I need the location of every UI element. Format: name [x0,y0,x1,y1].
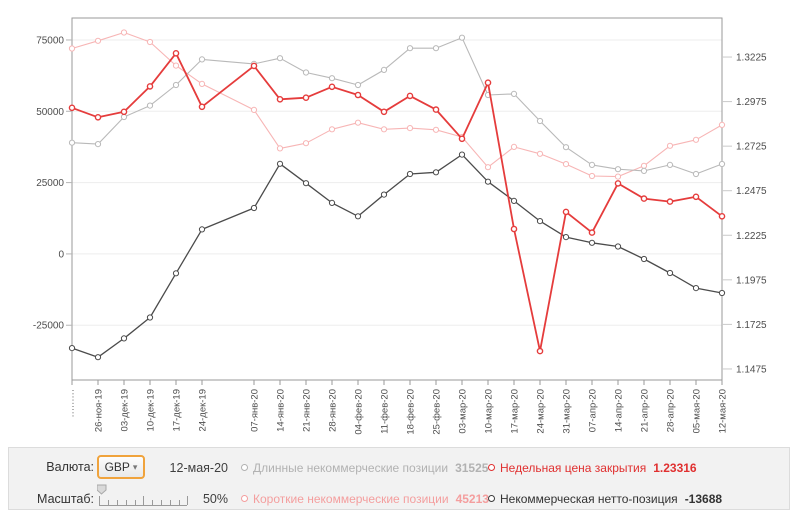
currency-select[interactable]: GBP ▾ [97,455,145,479]
legend-value: 1.23316 [653,461,697,475]
svg-text:1.1725: 1.1725 [736,320,767,331]
svg-text:24-дек-19: 24-дек-19 [198,389,209,431]
svg-text:21-апр-20: 21-апр-20 [640,389,651,432]
svg-text:14-апр-20: 14-апр-20 [614,389,625,432]
svg-text:21-янв-20: 21-янв-20 [302,389,313,432]
svg-text:12-мая-20: 12-мая-20 [718,389,729,433]
svg-text:50000: 50000 [36,107,64,118]
svg-text:75000: 75000 [36,35,64,46]
svg-text:1.2225: 1.2225 [736,231,767,242]
chevron-down-icon: ▾ [132,461,138,472]
svg-text:07-янв-20: 07-янв-20 [250,389,261,432]
svg-text:17-мар-20: 17-мар-20 [510,389,521,434]
legend-value: 45213 [455,492,489,506]
svg-text:31-мар-20: 31-мар-20 [562,389,573,434]
svg-text:11-фев-20: 11-фев-20 [380,389,391,434]
svg-text:0: 0 [58,249,64,260]
series-marker-icon [241,464,248,471]
series-marker-icon [488,495,495,502]
svg-text:1.2975: 1.2975 [736,97,767,108]
scale-slider[interactable] [96,483,189,509]
series-marker-icon [241,495,248,502]
currency-value: GBP [104,460,130,474]
slider-thumb-icon [96,484,107,495]
svg-text:14-янв-20: 14-янв-20 [276,389,287,432]
svg-text:25-фев-20: 25-фев-20 [432,389,443,435]
svg-text:·········: ········· [68,389,79,417]
scale-value: 50% [202,492,228,506]
svg-text:18-фев-20: 18-фев-20 [406,389,417,435]
svg-text:26-ноя-19: 26-ноя-19 [94,389,105,432]
svg-text:28-апр-20: 28-апр-20 [666,389,677,432]
legend-label: Некоммерческая нетто-позиция [500,492,678,506]
svg-text:25000: 25000 [36,178,64,189]
svg-text:24-мар-20: 24-мар-20 [536,389,547,434]
chart-svg: 75000 50000 25000 0 -25000 1.3225 1.2975 1.2725… [33,17,767,435]
svg-text:17-дек-19: 17-дек-19 [172,389,183,431]
slider-ruler [96,484,188,506]
svg-text:1.2725: 1.2725 [736,142,767,153]
report-date: 12-мая-20 [169,461,228,475]
svg-text:28-янв-20: 28-янв-20 [328,389,339,432]
legend-value: -13688 [684,492,723,506]
legend-item-weekly-close: Недельная цена закрытия 1.23316 [488,461,697,475]
svg-text:1.1975: 1.1975 [736,275,767,286]
svg-text:1.3225: 1.3225 [736,53,767,64]
legend-label: Недельная цена закрытия [500,461,647,475]
svg-text:10-мар-20: 10-мар-20 [484,389,495,434]
currency-label: Валюта: [46,460,94,474]
legend-label: Короткие некоммерческие позиции [253,492,449,506]
svg-text:04-фев-20: 04-фев-20 [354,389,365,435]
legend-value: 31525 [455,461,489,475]
scale-label: Масштаб: [37,492,94,506]
series-marker-icon [488,464,495,471]
controls-panel: Валюта: GBP ▾ 12-мая-20 Длинные некоммер… [8,447,790,510]
svg-text:07-апр-20: 07-апр-20 [588,389,599,432]
legend-item-long-positions: Длинные некоммерческие позиции 31525 [241,461,488,475]
legend-label: Длинные некоммерческие позиции [253,461,449,475]
legend-item-short-positions: Короткие некоммерческие позиции 45213 [241,492,489,506]
svg-text:03-дек-19: 03-дек-19 [120,389,131,431]
cot-chart: 75000 50000 25000 0 -25000 1.3225 1.2975 1.2725… [33,17,767,435]
svg-text:1.1475: 1.1475 [736,364,767,375]
svg-text:03-мар-20: 03-мар-20 [458,389,469,434]
svg-text:05-мая-20: 05-мая-20 [692,389,703,433]
svg-text:-25000: -25000 [33,321,65,332]
legend-item-net-position: Некоммерческая нетто-позиция -13688 [488,492,722,506]
svg-text:10-дек-19: 10-дек-19 [146,389,157,431]
svg-text:1.2475: 1.2475 [736,186,767,197]
